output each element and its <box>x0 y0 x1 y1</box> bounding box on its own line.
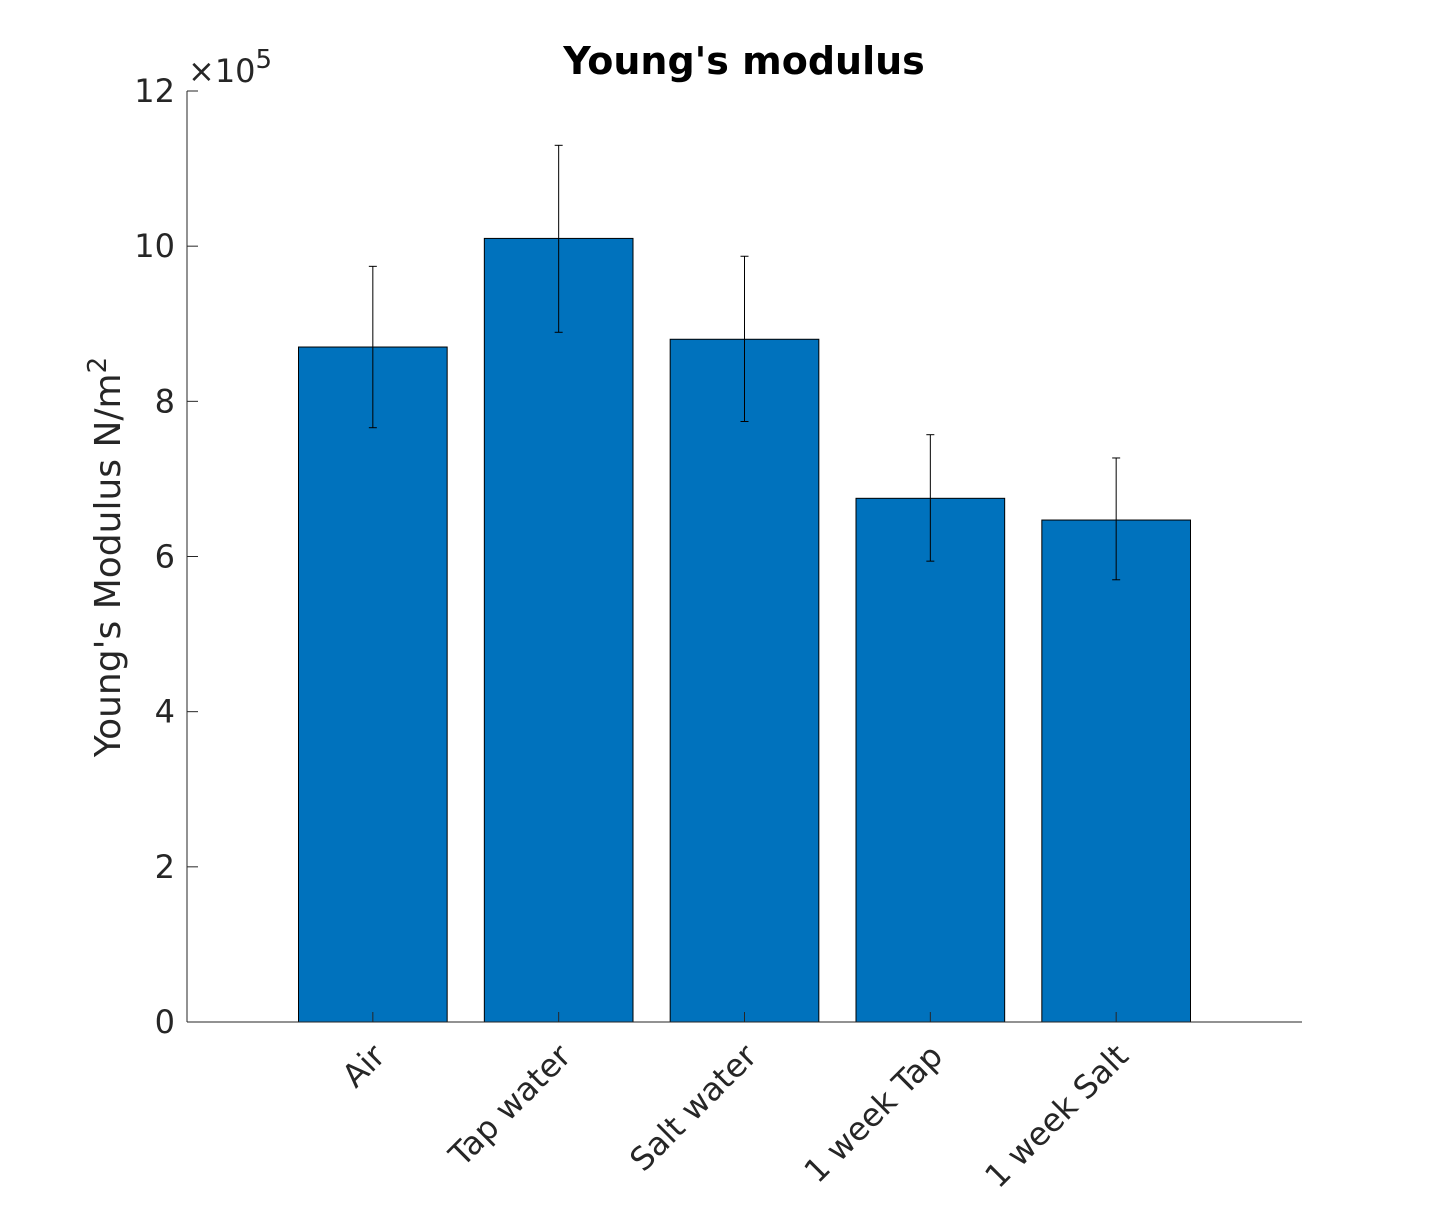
x-tick-label: 1 week Tap <box>797 1037 950 1190</box>
y-tick-label: 2 <box>155 848 175 886</box>
bar-2 <box>483 237 634 1023</box>
y-tick-label: 10 <box>134 227 175 265</box>
y-tick-label: 8 <box>155 382 175 420</box>
y-axis-exponent-base: ×10 <box>188 52 256 90</box>
bar-1 <box>298 346 448 1023</box>
y-tick-label: 0 <box>155 1003 175 1041</box>
chart-title: Young's modulus <box>562 39 925 83</box>
y-axis-exponent-power: 5 <box>256 45 273 75</box>
y-axis-title-sup: 2 <box>83 357 113 374</box>
y-axis-exponent: ×105 <box>188 45 272 90</box>
y-ticks: 0 2 4 6 8 10 12 <box>134 72 198 1041</box>
y-tick-label: 4 <box>155 693 175 731</box>
x-ticks: Air Tap water Salt water 1 week Tap 1 week S… <box>335 1012 1136 1195</box>
y-axis-title: Young's Modulus N/m2 <box>83 357 129 758</box>
bar-4 <box>855 497 1006 1023</box>
y-tick-label: 12 <box>134 72 175 110</box>
x-tick-label: Tap water <box>441 1036 579 1174</box>
bar-3 <box>669 338 820 1023</box>
bar-5 <box>1041 519 1192 1023</box>
x-tick-label: Salt water <box>622 1036 765 1179</box>
bars <box>298 237 1192 1023</box>
x-tick-label: Air <box>335 1036 394 1095</box>
y-tick-label: 6 <box>155 538 175 576</box>
y-axis-title-main: Young's Modulus N/m <box>88 373 129 758</box>
svg-text:Young's Modulus N/m2: Young's Modulus N/m2 <box>83 357 129 758</box>
x-tick-label: 1 week Salt <box>977 1037 1135 1195</box>
error-bars <box>368 144 1121 581</box>
